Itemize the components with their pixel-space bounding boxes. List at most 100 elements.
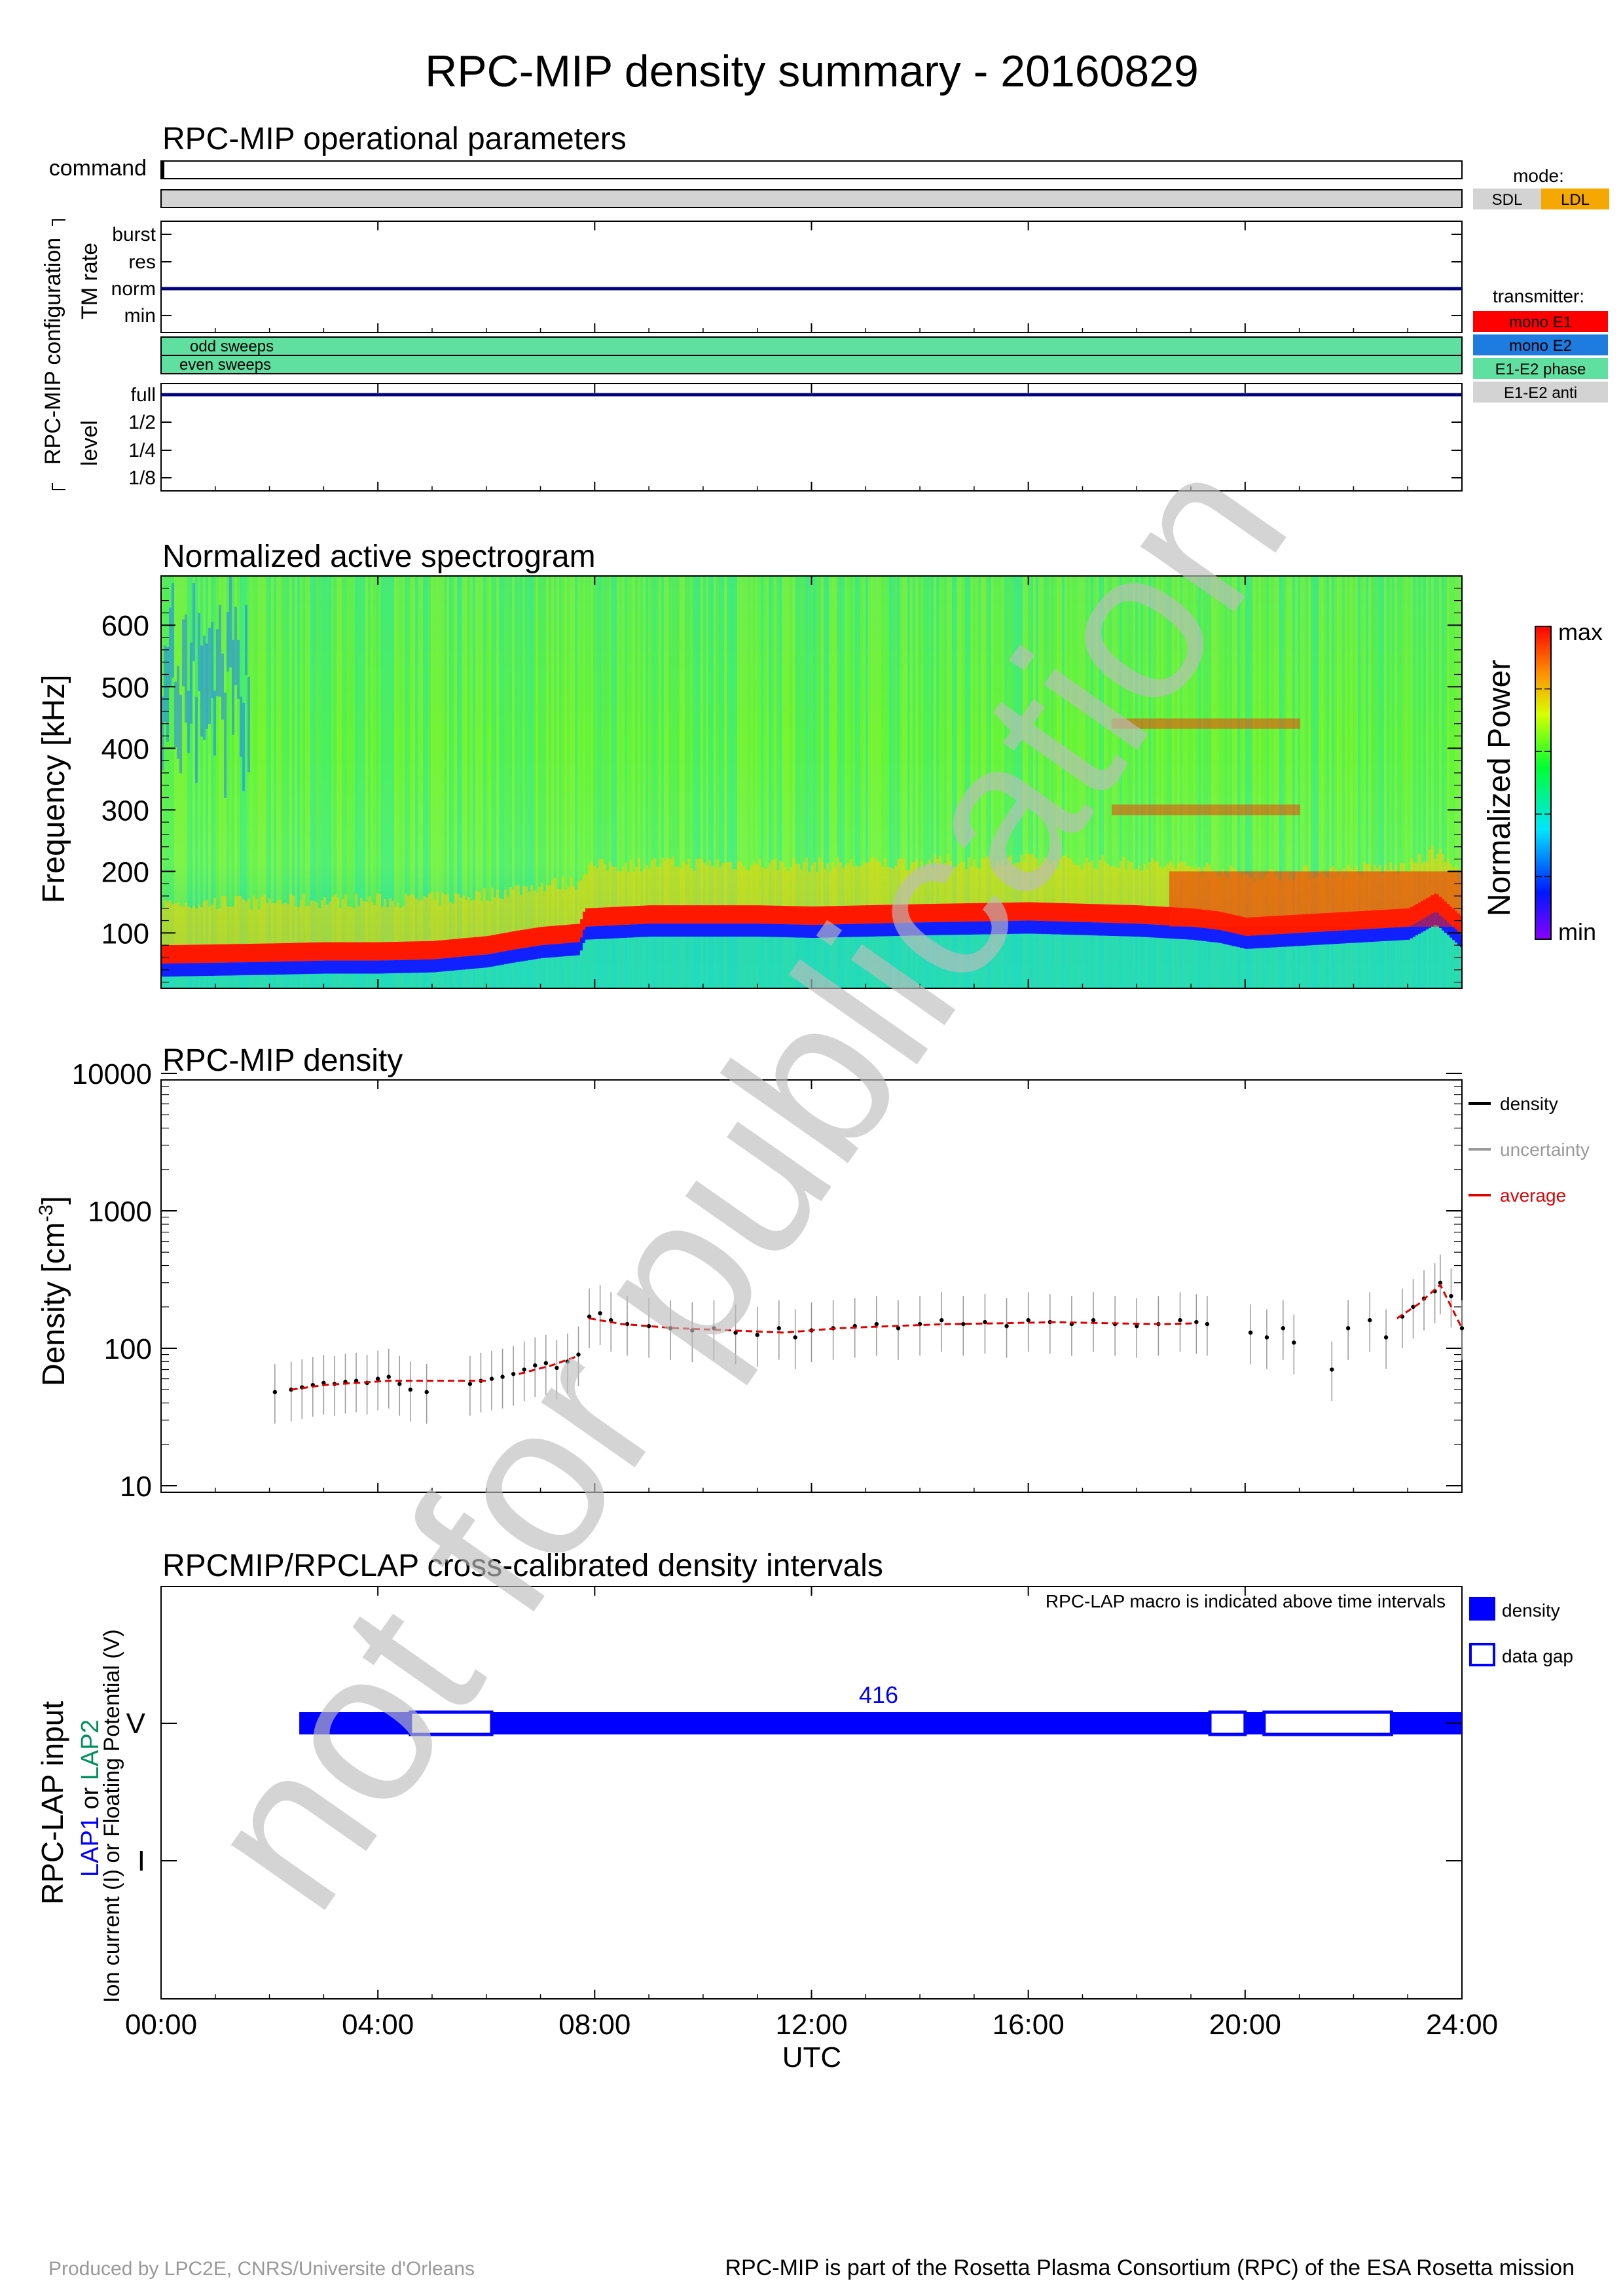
plasma-line-cell [978, 903, 981, 922]
spectrogram-column [185, 902, 187, 954]
spectrogram-column [900, 935, 902, 988]
spectrogram-column [653, 858, 656, 915]
spectrogram-column [1072, 922, 1075, 935]
spectrogram-column [1114, 867, 1117, 914]
plasma-line-cell [852, 905, 855, 924]
density-point [467, 1382, 473, 1386]
plasma-line-cell [695, 905, 698, 924]
spectrogram-column [1172, 804, 1175, 816]
plasma-line-cell [824, 906, 826, 925]
spectrogram-column [1243, 871, 1245, 927]
spectrogram-column [1418, 576, 1421, 988]
plasma-line-cell [690, 905, 693, 924]
spectrogram-column [884, 857, 886, 914]
spectrogram-column [750, 576, 753, 988]
spectrogram-column [318, 973, 321, 988]
spectrogram-column [1269, 576, 1271, 988]
spectrogram-column [831, 862, 834, 916]
spectrogram-column [735, 576, 737, 988]
spectrogram-column [300, 974, 302, 988]
spectrogram-column [876, 576, 879, 988]
spectrogram-column [530, 960, 533, 988]
spectrogram-column [1010, 576, 1012, 988]
spectrogram-column [1423, 576, 1426, 988]
plasma-line-cell [758, 905, 761, 924]
plasma-line-cell [790, 906, 792, 925]
plasma-line-cell [949, 903, 952, 922]
plasma-line-cell [326, 942, 329, 961]
spectrogram-column [1224, 871, 1227, 927]
plasma-line-cell [292, 942, 295, 961]
plasma-line-cell [1002, 903, 1004, 922]
spectrogram-column [556, 944, 559, 958]
spectrogram-column [886, 923, 889, 937]
colorbar-max-label: max [1558, 619, 1603, 645]
spectrogram-column [1271, 718, 1274, 729]
spectrogram-column [1025, 853, 1028, 912]
spectrogram-column [915, 859, 918, 914]
density-point [1004, 1323, 1009, 1329]
plasma-line-cell [530, 928, 533, 947]
plasma-line-cell [803, 906, 805, 925]
spectrogram-column [520, 576, 522, 988]
spectrogram-column [1350, 942, 1353, 988]
spectrogram-column [745, 937, 748, 988]
spectrogram-column [944, 863, 947, 913]
spectrogram-column [617, 938, 619, 988]
spectrogram-column [1324, 931, 1326, 945]
spectrogram-column [431, 576, 433, 988]
plasma-line-cell [771, 905, 774, 924]
spectrogram-column [1185, 576, 1188, 988]
spectrogram-column [934, 854, 936, 913]
plasma-line-cell [952, 903, 955, 922]
plasma-line-cell [646, 905, 648, 924]
spectrogram-column [923, 869, 926, 914]
spectrogram-column [1447, 871, 1450, 927]
spectrogram-column [219, 975, 221, 988]
spectrogram-column [376, 893, 378, 952]
spectrogram-column [792, 576, 795, 988]
plasma-line-cell [496, 934, 499, 953]
plasma-line-cell [716, 905, 719, 924]
plasma-line-cell [837, 906, 839, 925]
spectrogram-column [1256, 576, 1258, 988]
plasma-line-cell [1138, 905, 1140, 924]
plasma-line-cell [185, 944, 187, 963]
spectrogram-column [515, 885, 517, 941]
spectrogram-column [1059, 576, 1062, 988]
spectrogram-column [313, 576, 316, 988]
spectrogram-column [729, 924, 732, 937]
plasma-line-cell [431, 941, 433, 960]
plasma-line-cell [585, 908, 588, 927]
spectrogram-column [554, 957, 556, 988]
spectrogram-column [1237, 871, 1240, 927]
spectrogram-column [651, 576, 653, 988]
spectrogram-column [845, 937, 847, 988]
odd-sweeps-label: odd sweeps [190, 338, 274, 355]
spectrogram-column [1138, 924, 1140, 937]
spectrogram-column [1274, 934, 1277, 948]
plasma-line-cell [329, 942, 331, 961]
spectrogram-column [347, 960, 350, 974]
density-average-line [589, 1317, 1197, 1334]
density-point [1449, 1293, 1453, 1299]
density-ylabel: Density [cm-3] [35, 1196, 71, 1386]
footer-right: RPC-MIP is part of the Rosetta Plasma Co… [725, 2255, 1575, 2280]
command-marker [161, 161, 164, 179]
spectrogram-column [1078, 576, 1080, 988]
plasma-line-cell [701, 905, 703, 924]
spectrogram-column [588, 864, 591, 918]
spectrogram-column [721, 937, 724, 988]
plasma-line-cell [282, 943, 284, 962]
spectrogram-column [1038, 920, 1041, 934]
spectrogram-column [1201, 718, 1203, 729]
plasma-line-cell [669, 905, 672, 924]
spectrogram-column [1285, 576, 1287, 988]
spectrogram-column [1065, 922, 1067, 935]
plasma-line-cell [392, 942, 394, 961]
plasma-line-cell [664, 905, 666, 924]
figure-title: RPC-MIP density summary - 20160829 [425, 46, 1199, 96]
spectrogram-column [1133, 936, 1135, 988]
spectrogram-column [1387, 941, 1389, 988]
spectrogram-column [1418, 920, 1421, 934]
